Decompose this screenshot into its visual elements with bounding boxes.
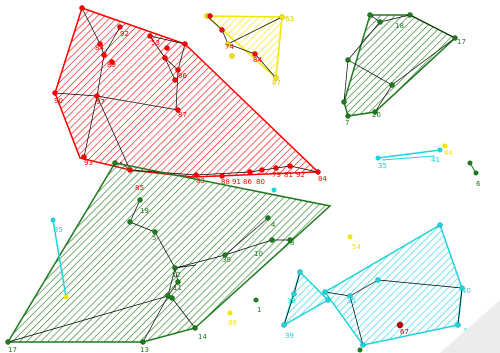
node-label: 63 — [285, 15, 294, 23]
node-label: 11 — [173, 284, 182, 292]
green-top-cluster: 18 17 7 20 — [341, 12, 466, 127]
node-label: 39 — [287, 297, 296, 305]
node-label: 35 — [54, 226, 63, 234]
green-bottom-hull — [6, 162, 332, 343]
node-label: 92 — [120, 30, 129, 38]
node-label: 74 — [225, 43, 234, 51]
node-label: 10 — [254, 250, 263, 258]
node-label: 17 — [8, 346, 17, 353]
node-label: 86 — [228, 319, 237, 327]
yellow-hull — [205, 15, 283, 80]
yellow-cluster: 74 84 63 87 — [204, 13, 294, 87]
node-label: 6 — [476, 180, 481, 188]
cyan-segments: 35 41 44 35 — [50, 143, 453, 300]
node-label: 87 — [178, 111, 187, 119]
red-cluster: 92 53 84 89 86 87 90 97 93 85 83 88 91 8… — [52, 5, 327, 192]
cyan-small-cluster: 39 39 — [281, 269, 331, 340]
node-label: 93 — [84, 159, 93, 167]
node-label: 40 — [462, 287, 471, 295]
node-label: 88 — [221, 178, 230, 186]
node-label: 54 — [352, 243, 361, 251]
node-label: 80 — [256, 178, 265, 186]
node-label: 1 — [257, 306, 261, 314]
node-label: 89 — [107, 61, 116, 69]
node-label: 39 — [222, 256, 231, 264]
node-label: 39 — [285, 332, 294, 340]
node-label: 7 — [345, 119, 349, 127]
node-label: 18 — [395, 22, 404, 30]
node-label: 87 — [272, 79, 281, 87]
red-point — [396, 321, 404, 329]
cyan-small-hull — [282, 270, 330, 327]
node-label: 86 — [243, 178, 252, 186]
node-label: 84 — [253, 56, 262, 64]
node-label: 5 — [152, 234, 156, 242]
node-label: 86 — [178, 72, 187, 80]
node-label: 19 — [140, 207, 149, 215]
cyan-hull — [323, 223, 463, 346]
node-label: 8 — [290, 239, 294, 247]
node-label: 81 — [284, 171, 293, 179]
green-top-hull — [343, 14, 457, 117]
node-label: 44 — [444, 149, 453, 157]
node-label: 41 — [431, 156, 440, 164]
node-label: 17 — [457, 38, 466, 46]
node-label: 35 — [378, 162, 387, 170]
node-label: 20 — [372, 111, 381, 119]
node-label: 53 — [151, 39, 160, 47]
node-label: 97 — [96, 98, 105, 106]
corner-shade — [440, 300, 500, 353]
node-label: 91 — [232, 178, 241, 186]
node-label: 92 — [296, 171, 305, 179]
node-label: 4 — [271, 221, 276, 229]
node-label: 12 — [172, 271, 181, 279]
node-label: 84 — [318, 175, 327, 183]
node-label: 84 — [95, 44, 104, 52]
cyan-cluster: 35 40 38 67 — [322, 222, 472, 348]
node-label: 79 — [272, 171, 281, 179]
node-label: 90 — [54, 97, 63, 105]
green-bottom-cluster: 19 5 4 10 8 39 12 11 14 13 17 — [5, 160, 332, 353]
node-label: 35 — [347, 297, 356, 305]
node-label: 14 — [198, 333, 207, 341]
node-label: 13 — [140, 346, 149, 353]
node-label: 67 — [400, 328, 409, 336]
